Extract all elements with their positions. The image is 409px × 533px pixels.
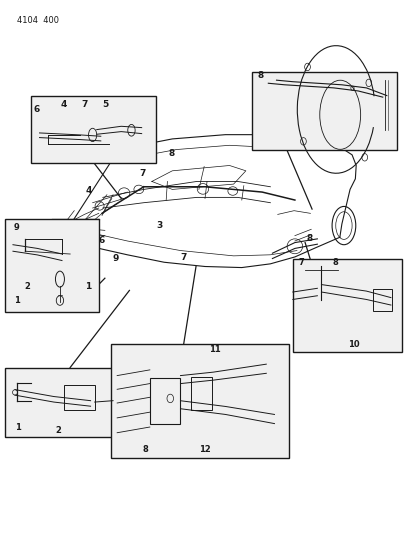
Bar (111, 344, 288, 458)
Text: 1: 1 (14, 296, 20, 305)
Text: 9: 9 (13, 223, 19, 232)
Text: 9: 9 (112, 254, 119, 263)
Text: 8: 8 (306, 234, 312, 243)
Text: 8: 8 (256, 71, 263, 80)
Text: 2: 2 (55, 426, 61, 435)
Text: 11: 11 (209, 344, 220, 353)
Bar (372, 289, 391, 311)
Bar (149, 378, 180, 424)
Bar (31, 96, 155, 163)
Text: 8: 8 (142, 445, 148, 454)
Text: 7: 7 (180, 253, 187, 262)
Bar (5, 368, 115, 437)
Bar (292, 259, 401, 352)
Text: 10: 10 (348, 340, 359, 349)
Bar (64, 385, 94, 410)
Text: 4: 4 (85, 186, 92, 195)
Text: 7: 7 (81, 100, 88, 109)
Text: 3: 3 (156, 221, 162, 230)
Bar (190, 377, 211, 410)
Text: 1: 1 (85, 282, 92, 291)
Text: 7: 7 (298, 259, 304, 268)
Bar (5, 219, 99, 312)
Text: 6: 6 (99, 236, 105, 245)
Text: 1: 1 (15, 423, 21, 432)
Text: 12: 12 (199, 445, 210, 454)
Text: 5: 5 (101, 100, 108, 109)
Text: 4: 4 (61, 100, 67, 109)
Text: 8: 8 (168, 149, 174, 158)
Bar (252, 72, 396, 150)
Text: 8: 8 (332, 259, 338, 268)
Text: 2: 2 (24, 282, 30, 291)
Text: 4104  400: 4104 400 (17, 15, 59, 25)
Text: 6: 6 (34, 106, 40, 115)
Text: 7: 7 (139, 169, 146, 178)
